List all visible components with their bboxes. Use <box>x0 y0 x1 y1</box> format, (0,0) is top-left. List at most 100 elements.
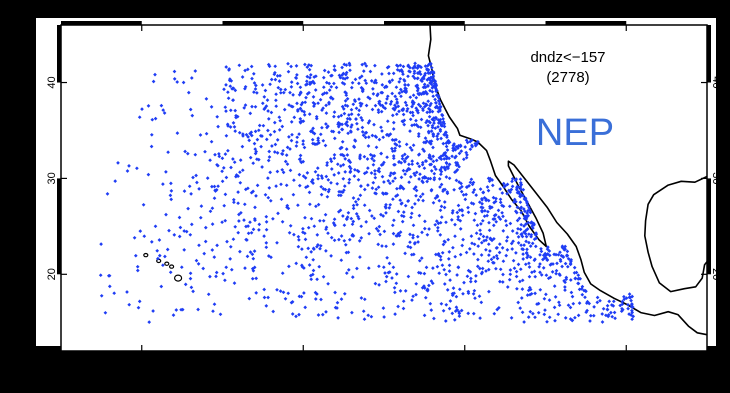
frame-segment-bottom <box>545 351 627 355</box>
threshold-annotation: dndz<−157 <box>530 49 605 66</box>
observation-point <box>393 103 397 108</box>
observation-point <box>268 170 273 175</box>
observation-point <box>353 138 357 142</box>
observation-point <box>374 135 379 139</box>
observation-point <box>411 252 416 257</box>
observation-point <box>393 312 397 316</box>
observation-point <box>438 167 443 172</box>
observation-point <box>472 218 477 223</box>
observation-point <box>302 110 307 114</box>
observation-point <box>224 133 229 138</box>
observation-point <box>427 153 432 157</box>
hawaiian-island <box>174 274 183 282</box>
observation-point <box>527 232 531 237</box>
observation-point <box>379 90 384 95</box>
observation-point <box>490 205 494 210</box>
observation-point <box>412 171 416 176</box>
observation-point <box>297 92 302 97</box>
observation-point <box>319 174 324 178</box>
observation-point <box>394 194 398 199</box>
observation-point <box>451 208 455 213</box>
observation-point <box>307 67 312 72</box>
observation-point <box>370 133 375 138</box>
observation-point <box>598 298 602 303</box>
observation-point <box>464 155 469 160</box>
observation-point <box>492 311 497 316</box>
observation-point <box>398 198 403 203</box>
observation-point <box>298 106 303 111</box>
observation-point <box>627 292 632 296</box>
observation-point <box>345 215 350 219</box>
observation-point <box>342 82 347 86</box>
observation-point <box>487 289 491 294</box>
observation-point <box>486 267 491 272</box>
observation-point <box>401 299 406 304</box>
observation-point <box>343 170 348 174</box>
observation-point <box>135 268 140 273</box>
observation-point <box>347 116 352 121</box>
observation-point <box>482 214 487 219</box>
observation-point <box>584 301 589 305</box>
observation-point <box>418 104 423 109</box>
observation-point <box>432 316 436 321</box>
observation-point <box>195 180 199 185</box>
observation-point <box>305 184 310 189</box>
observation-point <box>168 193 173 198</box>
observation-point <box>206 292 211 297</box>
observation-point <box>292 178 296 183</box>
frame-segment-right <box>707 25 711 83</box>
observation-point <box>275 287 279 292</box>
frame-segment-top <box>222 21 304 25</box>
observation-point <box>342 153 346 158</box>
observation-point <box>218 312 223 317</box>
observation-point <box>333 290 337 295</box>
observation-point <box>324 103 328 108</box>
observation-point <box>374 226 379 231</box>
observation-point <box>600 312 605 316</box>
observation-point <box>231 197 236 202</box>
frame-segment-left <box>57 178 61 275</box>
observation-point <box>396 304 400 309</box>
observation-point <box>484 247 488 252</box>
observation-point <box>363 131 368 135</box>
observation-point <box>397 159 402 164</box>
observation-point <box>485 213 489 218</box>
observation-point <box>391 171 396 176</box>
observation-point <box>337 189 341 194</box>
observation-point <box>458 186 462 191</box>
observation-point <box>381 135 386 140</box>
observation-point <box>237 130 242 135</box>
observation-point <box>346 268 351 272</box>
observation-point <box>470 138 474 143</box>
observation-point <box>155 248 160 253</box>
observation-point <box>427 114 432 119</box>
observation-point <box>381 265 386 270</box>
observation-point <box>166 150 170 155</box>
observation-point <box>403 203 408 208</box>
observation-point <box>580 284 585 289</box>
observation-point <box>311 126 315 131</box>
observation-point <box>376 185 381 190</box>
observation-point <box>228 108 233 113</box>
observation-point <box>428 162 432 167</box>
observation-point <box>311 141 315 146</box>
observation-point <box>417 92 421 97</box>
observation-point <box>338 164 343 168</box>
observation-point <box>479 240 484 245</box>
observation-point <box>399 68 404 72</box>
observation-point <box>437 177 442 181</box>
observation-point <box>467 247 472 251</box>
observation-point <box>410 159 415 163</box>
observation-point <box>418 271 423 275</box>
observation-point <box>315 277 319 282</box>
observation-point <box>351 206 356 211</box>
observation-point <box>272 150 277 154</box>
observation-point <box>285 145 290 150</box>
observation-point <box>335 300 340 305</box>
observation-point <box>146 172 151 177</box>
observation-point <box>457 287 462 292</box>
observation-point <box>366 144 371 148</box>
observation-point <box>327 88 332 92</box>
observation-point <box>303 237 308 242</box>
observation-point <box>471 292 476 296</box>
